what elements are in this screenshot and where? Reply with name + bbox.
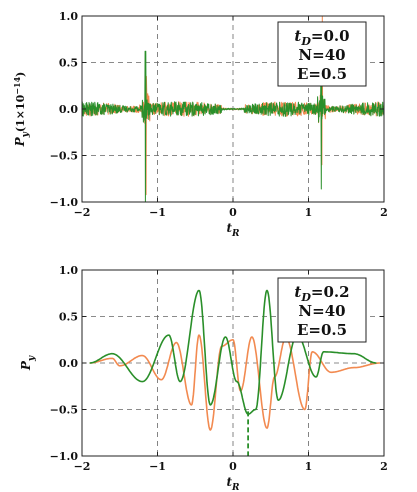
y-tick-label: 1.0 xyxy=(59,264,78,277)
series-group xyxy=(82,16,384,202)
y-tick-label: −0.5 xyxy=(50,404,78,417)
y-tick-label: 0.5 xyxy=(59,311,78,324)
x-tick-label: −2 xyxy=(74,460,91,473)
y-tick-label: −0.5 xyxy=(50,150,78,163)
y-axis-label: Py xyxy=(19,355,37,371)
parameter-line: N=40 xyxy=(298,46,345,64)
series-group xyxy=(89,289,381,456)
bottom-panel: −2 −1 0 1 2 1.0 0.5 0.0 −0.5 −1.0 tR Py tD=0.2N=40E=… xyxy=(19,264,388,492)
series-line-green xyxy=(82,50,384,202)
y-tick-label: 1.0 xyxy=(59,10,78,23)
y-tick-label: −1.0 xyxy=(50,196,79,209)
parameter-box xyxy=(277,21,367,87)
x-tick-label: −2 xyxy=(74,206,91,219)
x-axis-label: tR xyxy=(226,475,240,492)
parameter-box xyxy=(277,277,367,343)
parameter-line: E=0.5 xyxy=(297,321,347,339)
parameter-line: N=40 xyxy=(298,302,345,320)
y-tick-label: 0.5 xyxy=(59,57,78,70)
x-axis-label: tR xyxy=(226,221,240,239)
x-tick-label: 2 xyxy=(380,460,388,473)
parameter-line: tD=0.2 xyxy=(294,283,349,304)
top-panel: −2 −1 0 1 2 1.0 0.5 0.0 −0.5 −1.0 tR Py(1×10−14) tD=… xyxy=(12,10,388,239)
series-line-orange xyxy=(89,334,381,431)
parameter-line: E=0.5 xyxy=(297,65,347,83)
x-tick-label: −1 xyxy=(149,206,166,219)
series-line-green xyxy=(89,289,377,415)
x-tick-label: 1 xyxy=(305,206,313,219)
x-tick-label: 2 xyxy=(380,206,388,219)
y-tick-label: 0.0 xyxy=(59,103,78,116)
y-tick-label: 0.0 xyxy=(59,357,78,370)
x-tick-label: −1 xyxy=(149,460,166,473)
x-tick-label: 0 xyxy=(229,460,237,473)
x-tick-label: 1 xyxy=(305,460,313,473)
y-axis-label: Py(1×10−14) xyxy=(12,72,31,148)
y-tick-label: −1.0 xyxy=(50,450,79,463)
x-tick-label: 0 xyxy=(229,206,237,219)
parameter-line: tD=0.0 xyxy=(294,27,349,48)
